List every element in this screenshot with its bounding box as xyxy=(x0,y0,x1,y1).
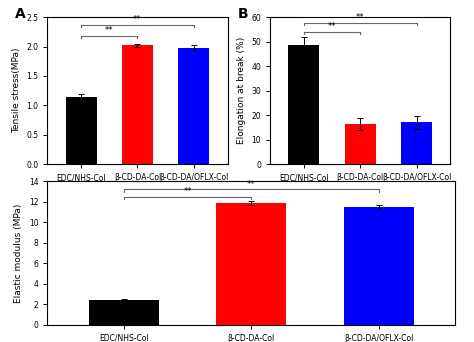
Text: **: ** xyxy=(328,22,337,31)
Bar xyxy=(401,122,432,164)
Y-axis label: Tensile stress(MPa): Tensile stress(MPa) xyxy=(12,48,21,133)
Text: **: ** xyxy=(247,180,255,189)
Text: **: ** xyxy=(133,15,142,24)
Text: **: ** xyxy=(183,187,192,196)
Bar xyxy=(289,45,319,164)
Text: **: ** xyxy=(356,13,365,23)
Bar xyxy=(66,96,97,164)
Bar xyxy=(122,45,153,164)
Bar xyxy=(344,207,414,325)
Bar xyxy=(178,48,209,164)
Text: A: A xyxy=(15,7,26,21)
Y-axis label: Elastic modulus (MPa): Elastic modulus (MPa) xyxy=(14,203,23,303)
Text: **: ** xyxy=(105,26,114,35)
Bar xyxy=(216,203,286,325)
Bar xyxy=(345,124,376,164)
Bar xyxy=(89,300,159,325)
Y-axis label: Elongation at break (%): Elongation at break (%) xyxy=(237,37,246,144)
Text: B: B xyxy=(238,7,248,21)
